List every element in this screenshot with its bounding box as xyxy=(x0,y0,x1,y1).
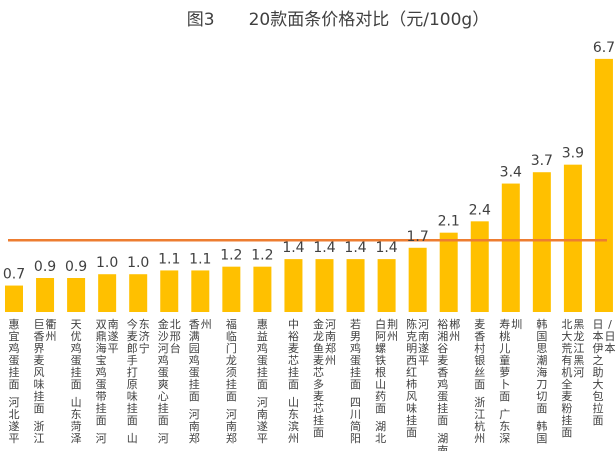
bar-11 xyxy=(346,259,365,312)
category-label-19-1: 日本伊之助大包拉面 xyxy=(592,318,603,427)
category-label-2-0: 天优鸡蛋挂面山东菏泽 xyxy=(71,318,82,445)
bar-5 xyxy=(160,270,179,312)
bar-14 xyxy=(439,232,458,312)
category-label-13-1: 陈克明西红柿风味挂面 xyxy=(406,317,417,439)
value-label-6: 1.1 xyxy=(189,251,211,267)
category-label-10-1: 金龙鱼麦芯多麦芯挂面 xyxy=(313,317,324,439)
category-label-3-1: 双鼎海宝鸡蛋带挂面河 xyxy=(96,318,107,445)
category-label-17-0: 韩国思潮海刀切面韩国 xyxy=(536,317,547,445)
chart-title: 图3 20款面条价格对比（元/100g） xyxy=(187,10,489,30)
bar-16 xyxy=(501,183,520,312)
category-label-5-0: 北邢台 xyxy=(170,318,181,355)
bar-8 xyxy=(253,266,272,312)
category-label-3-0: 南遂平 xyxy=(108,318,119,355)
value-label-16: 3.4 xyxy=(500,165,522,181)
value-label-15: 2.4 xyxy=(469,202,491,218)
value-label-4: 1.0 xyxy=(127,255,149,271)
category-label-8-0: 惠益鸡蛋挂面河南遂平 xyxy=(257,317,268,445)
value-label-11: 1.4 xyxy=(344,240,366,256)
category-label-16-1: 寿桃儿童萝卜面广东深 xyxy=(499,317,510,445)
category-label-10-0: 河南郑州 xyxy=(325,318,336,367)
value-labels-group: 0.7 0.9 0.9 1.0 1.0 1.1 1.1 1.2 1.2 1.4 1.4 1.4 1.4 1… xyxy=(3,40,615,283)
value-label-8: 1.2 xyxy=(251,248,273,264)
bar-3 xyxy=(98,274,117,312)
category-label-12-1: 白阿螺铁根山药面湖北 xyxy=(375,317,386,445)
value-label-1: 0.9 xyxy=(34,259,56,275)
bar-12 xyxy=(377,259,396,312)
value-label-9: 1.4 xyxy=(282,240,304,256)
category-label-4-1: 今麦郎手打原味挂面山 xyxy=(127,317,138,445)
bar-7 xyxy=(222,266,241,312)
value-label-14: 2.1 xyxy=(438,214,460,230)
value-label-0: 0.7 xyxy=(3,267,25,283)
bar-6 xyxy=(191,270,210,312)
value-label-19: 6.7 xyxy=(593,40,615,56)
category-label-7-0: 福临门龙须挂面河南郑 xyxy=(226,317,237,445)
value-label-3: 1.0 xyxy=(96,255,118,271)
category-label-12-0: 荆州 xyxy=(387,318,398,343)
bar-4 xyxy=(129,274,148,312)
category-label-1-0: 衢州 xyxy=(46,318,57,343)
category-label-0-0: 惠宜鸡蛋挂面河北遂平 xyxy=(9,317,20,445)
category-label-11-0: 若男鸡蛋挂面四川简阳 xyxy=(350,318,361,445)
category-label-14-1: 裕湘谷麦香鸡蛋挂面湖南 xyxy=(437,318,448,451)
category-label-1-1: 巨香界麦风味挂面浙江 xyxy=(34,318,45,445)
value-label-13: 1.7 xyxy=(407,229,429,245)
bars-group xyxy=(5,58,613,312)
value-label-17: 3.7 xyxy=(531,153,553,169)
bar-0 xyxy=(5,285,23,312)
bar-15 xyxy=(470,221,489,312)
bar-13 xyxy=(408,247,427,312)
category-label-14-0: 郴州 xyxy=(449,317,460,343)
category-label-19-0: /日本 xyxy=(604,318,615,355)
bar-9 xyxy=(284,259,303,312)
category-label-13-0: 河南遂平 xyxy=(418,318,429,367)
value-label-2: 0.9 xyxy=(65,259,87,275)
bar-18 xyxy=(563,164,582,312)
value-label-7: 1.2 xyxy=(220,248,242,264)
bar-2 xyxy=(67,278,86,312)
category-label-18-1: 北大荒有机全麦粉挂面 xyxy=(561,318,572,439)
category-label-9-0: 中裕麦芯挂面山东滨州 xyxy=(288,318,299,445)
value-label-18: 3.9 xyxy=(562,146,584,162)
category-label-5-1: 金沙河鸡蛋爽心挂面河 xyxy=(158,317,169,445)
bar-1 xyxy=(36,278,55,312)
category-label-18-0: 黑龙江黑河 xyxy=(573,318,584,379)
value-label-10: 1.4 xyxy=(313,240,335,256)
category-label-6-0: 州 xyxy=(201,318,212,331)
category-label-6-1: 香满园鸡蛋挂面河南郑 xyxy=(189,318,200,445)
category-label-15-0: 麦香村银丝面浙江杭州 xyxy=(474,318,485,445)
bar-19 xyxy=(594,58,613,312)
bar-17 xyxy=(532,172,551,312)
value-label-5: 1.1 xyxy=(158,251,180,267)
category-label-4-0: 东济宁 xyxy=(139,318,150,355)
value-label-12: 1.4 xyxy=(375,240,397,256)
bar-10 xyxy=(315,259,334,312)
category-label-16-0: 圳 xyxy=(511,318,522,331)
